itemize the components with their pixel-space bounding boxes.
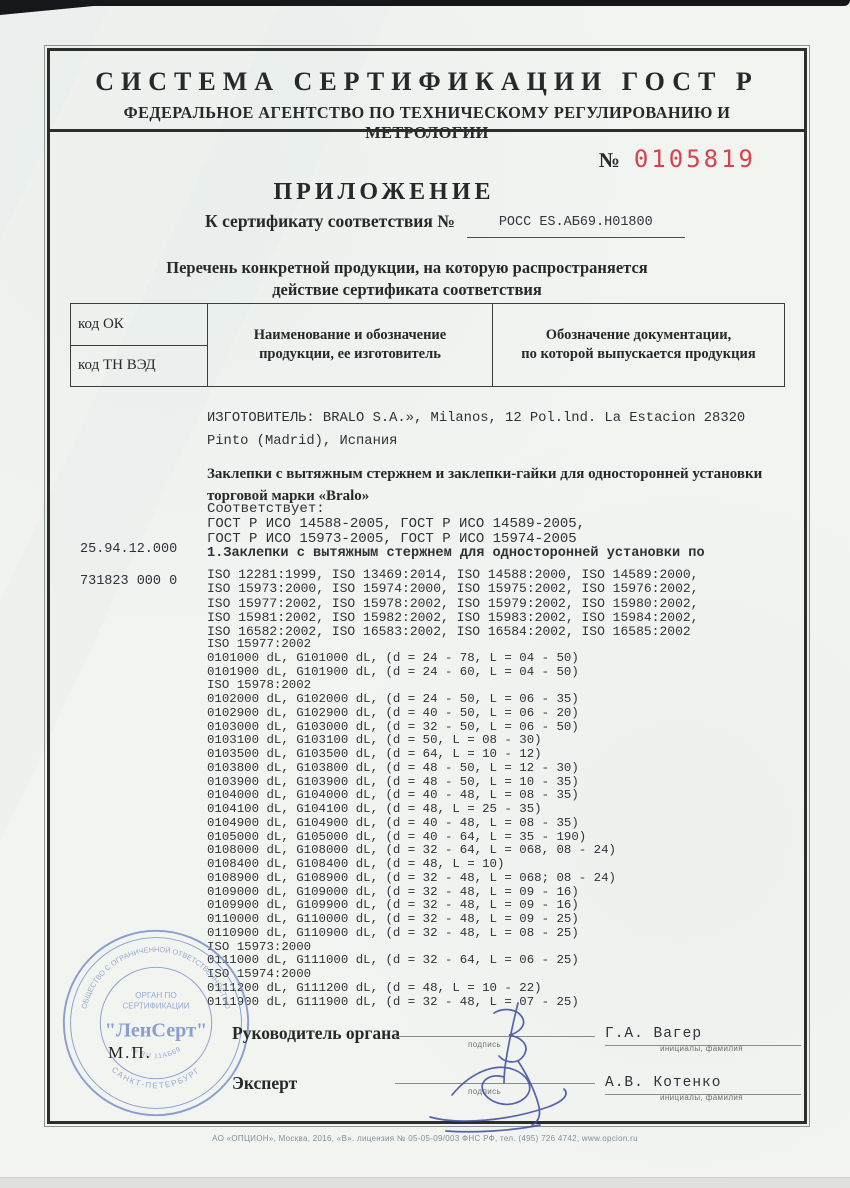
serial-number-sign: № (598, 148, 620, 172)
header-divider (50, 129, 804, 132)
tnved-code-header: код ТН ВЭД (78, 357, 156, 374)
table-header-line: Наименование и обозначение (253, 327, 447, 343)
spec-line: ISO 15978:2002 (207, 678, 312, 693)
spec-line: 0103100 dL, G103100 dL, (d = 50, L = 08 … (207, 733, 542, 748)
initials-caption: инициалы, фамилия (660, 1093, 743, 1102)
stamp-ring-bottom-text: САНКТ-ПЕТЕРБУРГ (110, 1065, 202, 1090)
iso-standard-line: ISO 16582:2002, ISO 16583:2002, ISO 1658… (207, 624, 691, 640)
spec-line: 0104100 dL, G104100 dL, (d = 48, L = 25 … (207, 802, 542, 816)
scope-line: действие сертификата соответствия (272, 280, 542, 299)
conformity-line: ГОСТ Р ИСО 15973-2005, ГОСТ Р ИСО 15974-… (207, 530, 577, 547)
certification-stamp: ОБЩЕСТВО С ОГРАНИЧЕННОЙ ОТВЕТСТВЕННОСТЬЮ… (62, 929, 250, 1117)
document-frame: СИСТЕМА СЕРТИФИКАЦИИ ГОСТ Р ФЕДЕРАЛЬНОЕ … (44, 45, 810, 1133)
spec-line: 0103800 dL, G103800 dL, (d = 48 - 50, L … (207, 760, 579, 775)
iso-standards-list: ISO 12281:1999, ISO 13469:2014, ISO 1458… (207, 567, 792, 640)
item1-title: 1.Заклепки с вытяжным стержнем для однос… (207, 546, 705, 561)
scope-statement: Перечень конкретной продукции, на котору… (50, 257, 804, 301)
spec-line: 0103500 dL, G103500 dL, (d = 64, L = 10 … (207, 747, 542, 761)
iso-standard-line: ISO 15973:2000, ISO 15974:2000, ISO 1597… (207, 581, 699, 597)
manufacturer-line: Pinto (Madrid), Испания (207, 434, 398, 449)
stamp-place-label: М.П. (108, 1043, 152, 1062)
tnved-code-value: 731823 000 0 (80, 574, 178, 589)
spec-line: ISO 15977:2002 (207, 637, 312, 651)
product-line: торговой марки «Bralo» (207, 488, 370, 504)
signature-caption: подпись (468, 1087, 502, 1096)
spec-line: 0102900 dL, G102900 dL, (d = 40 - 50, L … (207, 705, 579, 720)
spec-line: 0103900 dL, G103900 dL, (d = 48 - 50, L … (207, 774, 579, 789)
certificate-reference: К сертификату соответствия № РОСС ES.АБ69… (205, 209, 685, 238)
table-col-codes: код ОК код ТН ВЭД (71, 304, 208, 386)
scan-bottom-artifact (0, 1177, 850, 1188)
agency-subtitle: ФЕДЕРАЛЬНОЕ АГЕНТСТВО ПО ТЕХНИЧЕСКОМУ РЕ… (123, 103, 731, 142)
table-col-product-header: Наименование и обозначение продукции, ее… (208, 304, 493, 386)
table-header-line: Обозначение документации, (545, 327, 732, 343)
spec-line: 0111200 dL, G111200 dL, (d = 48, L = 10 … (207, 980, 542, 995)
spec-line: 0109000 dL, G109000 dL, (d = 32 - 48, L … (207, 884, 579, 899)
product-description: Заклепки с вытяжным стержнем и заклепки-… (207, 463, 782, 507)
signature-caption: подпись (468, 1040, 502, 1049)
handwritten-signatures (429, 1002, 567, 1133)
head-role-label: Руководитель органа (232, 1023, 400, 1043)
spec-line: 0103000 dL, G103000 dL, (d = 32 - 50, L … (207, 719, 579, 734)
conformity-line: ГОСТ Р ИСО 14588-2005, ГОСТ Р ИСО 14589-… (207, 515, 586, 532)
expert-name-box: А.В. Котенко (605, 1073, 801, 1095)
spec-line: 0108900 dL, G108900 dL, (d = 32 - 48, L … (207, 870, 616, 885)
ok-code-value: 25.94.12.000 (80, 542, 178, 557)
ok-code-header: код ОК (71, 304, 207, 346)
scope-line: Перечень конкретной продукции, на котору… (166, 258, 648, 277)
spec-line: 0102000 dL, G102000 dL, (d = 24 - 50, L … (207, 692, 579, 706)
spec-line: 0101000 dL, G101000 dL, (d = 24 - 78, L … (207, 650, 579, 665)
printer-imprint: АО «ОПЦИОН», Москва, 2016, «В». лицензия… (212, 1134, 638, 1143)
spec-line: 0108400 dL, G108400 dL, (d = 48, L = 10) (207, 857, 505, 871)
manufacturer-line: ИЗГОТОВИТЕЛЬ: BRALO S.A.», Milanos, 12 P… (207, 411, 746, 426)
spec-line: 0111900 dL, G111900 dL, (d = 32 - 48, L … (207, 994, 579, 1009)
conformity-line: Соответствует: (207, 501, 325, 517)
expert-role-label: Эксперт (232, 1073, 298, 1093)
head-name: Г.А. Вагер (605, 1026, 703, 1042)
spec-line: ISO 15973:2000 (207, 939, 312, 954)
spec-line: 0104000 dL, G104000 dL, (d = 40 - 48, L … (207, 788, 579, 803)
head-signature-line (395, 1036, 595, 1037)
certificate-reference-label: К сертификату соответствия № (205, 211, 455, 231)
product-spec-list: ISO 15977:2002 0101000 dL, G101000 dL, (d… (207, 637, 792, 1009)
certificate-reference-number: РОСС ES.АБ69.Н01800 (466, 215, 685, 238)
iso-standard-line: ISO 15981:2002, ISO 15982:2002, ISO 1598… (207, 609, 699, 625)
spec-line: ISO 15974:2000 (207, 967, 312, 981)
expert-signature-line (395, 1083, 595, 1084)
page-title: СИСТЕМА СЕРТИФИКАЦИИ ГОСТ Р (95, 67, 759, 96)
stamp-center-line: СЕРТИФИКАЦИИ (122, 1002, 189, 1011)
initials-caption: инициалы, фамилия (660, 1044, 743, 1053)
product-table-header: код ОК код ТН ВЭД Наименование и обознач… (70, 303, 785, 387)
document-inner-frame: СИСТЕМА СЕРТИФИКАЦИИ ГОСТ Р ФЕДЕРАЛЬНОЕ … (47, 48, 807, 1133)
manufacturer-info: ИЗГОТОВИТЕЛЬ: BRALO S.A.», Milanos, 12 P… (207, 407, 787, 453)
spec-line: 0109900 dL, G109900 dL, (d = 32 - 48, L … (207, 898, 579, 913)
head-name-box: Г.А. Вагер (605, 1024, 801, 1046)
conformity-standards: Соответствует: ГОСТ Р ИСО 14588-2005, ГОС… (207, 502, 782, 547)
table-header-line: по которой выпускается продукция (521, 346, 756, 362)
expert-name: А.В. Котенко (605, 1075, 722, 1091)
product-line: Заклепки с вытяжным стержнем и заклепки-… (207, 466, 763, 482)
iso-standard-line: ISO 12281:1999, ISO 13469:2014, ISO 1458… (207, 567, 699, 582)
serial-number-value: 0105819 (633, 145, 756, 173)
spec-line: 0101900 dL, G101900 dL, (d = 24 - 60, L … (207, 664, 579, 679)
table-header-line: продукции, ее изготовитель (259, 346, 441, 362)
iso-standard-line: ISO 15977:2002, ISO 15978:2002, ISO 1597… (207, 595, 699, 611)
spec-line: 0110000 dL, G110000 dL, (d = 32 - 48, L … (207, 912, 579, 926)
appendix-title: ПРИЛОЖЕНИЕ (273, 179, 495, 205)
spec-line: 0108000 dL, G108000 dL, (d = 32 - 64, L … (207, 843, 616, 858)
spec-line: 0111000 dL, G111000 dL, (d = 32 - 64, L … (207, 953, 579, 968)
scan-edge-artifact (0, 0, 850, 6)
spec-line: 0110900 dL, G110900 dL, (d = 32 - 48, L … (207, 925, 579, 940)
stamp-org-name: "ЛенСерт" (105, 1019, 207, 1041)
spec-line: 0104900 dL, G104900 dL, (d = 40 - 48, L … (207, 815, 579, 830)
stamp-center-line: ОРГАН ПО (135, 991, 176, 1000)
form-serial-number: № 0105819 (599, 145, 756, 173)
table-col-documentation-header: Обозначение документации, по которой вып… (493, 304, 784, 386)
spec-line: 0105000 dL, G105000 dL, (d = 40 - 64, L … (207, 829, 587, 844)
